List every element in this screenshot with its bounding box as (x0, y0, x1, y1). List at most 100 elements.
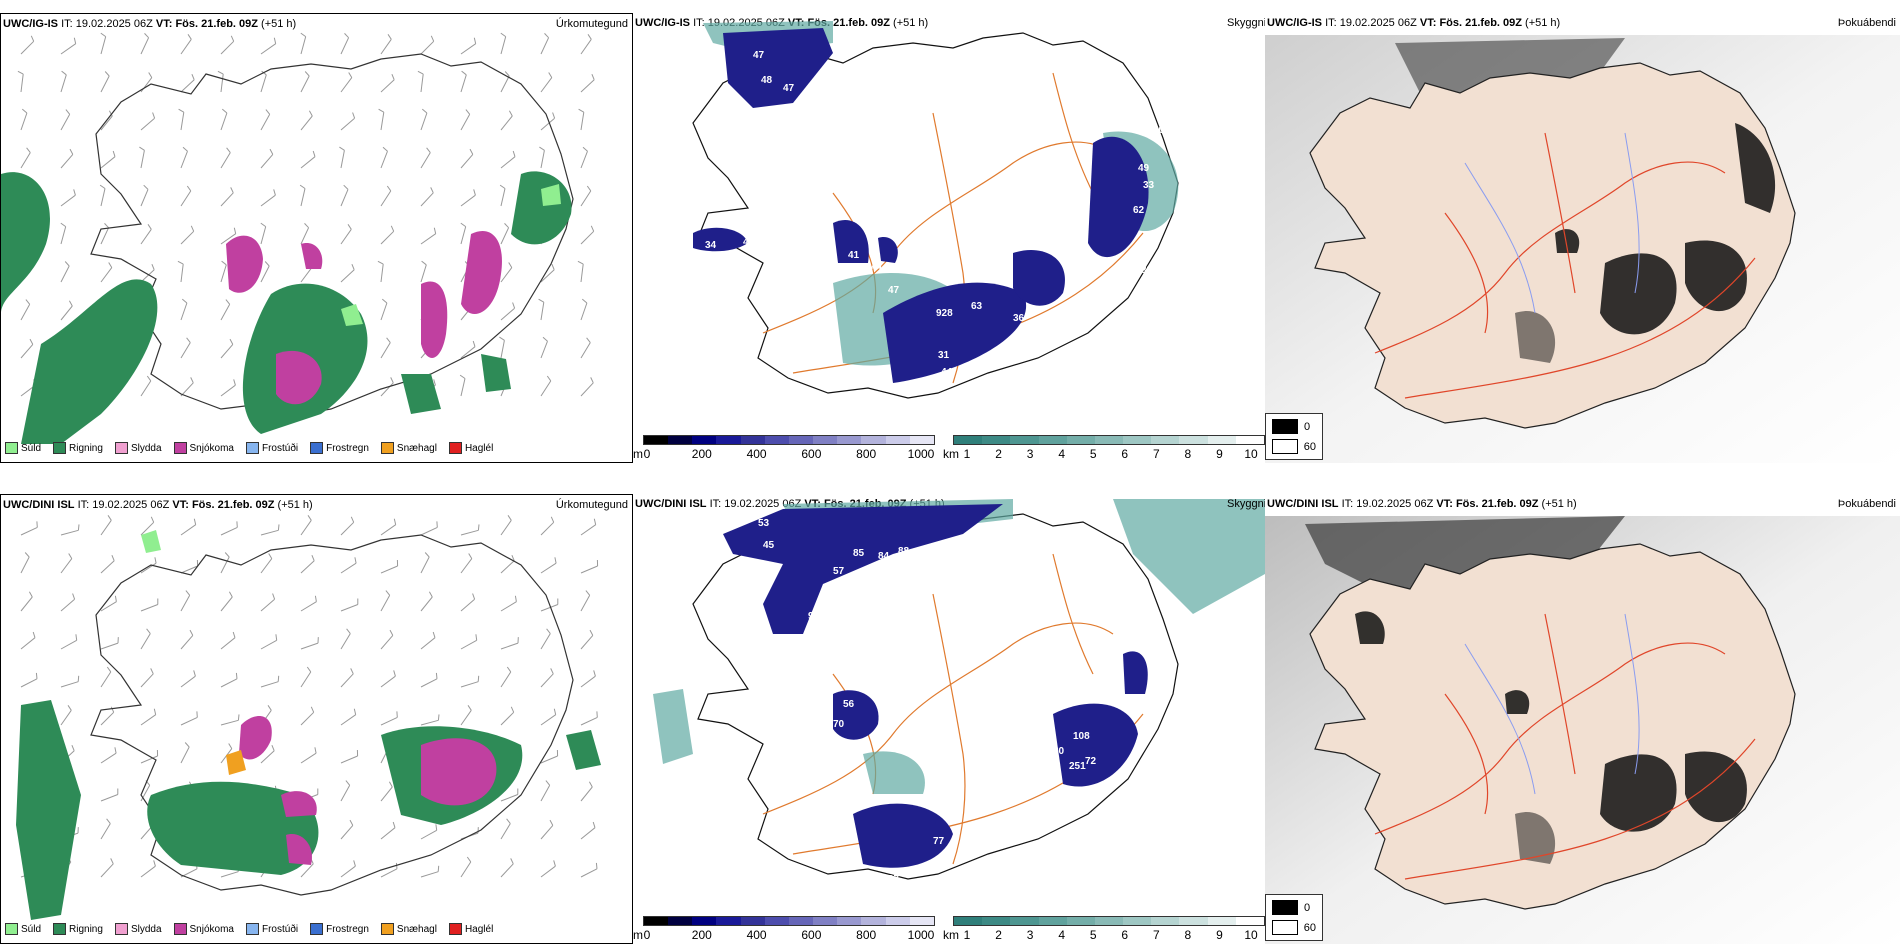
lead-time: (+51 h) (277, 499, 313, 511)
wind-barb (540, 604, 558, 612)
wind-barb-flag (417, 70, 424, 75)
precip-type-panel-dini: UWC/DINI ISL IT: 19.02.2025 06Z VT: Fös.… (0, 494, 633, 944)
ceiling-value-label: 42 (1131, 305, 1143, 316)
colorbar-segment (1207, 436, 1236, 444)
ceiling-value-label: 101 (773, 864, 790, 875)
colorbar-segment (764, 917, 789, 925)
wind-barb-flag (538, 298, 545, 303)
wind-barb-flag (437, 714, 440, 721)
wind-barb (460, 43, 476, 55)
wind-barb (460, 861, 472, 878)
colorbar-tick: 2 (995, 928, 1002, 942)
cloud-legend-row: 0 (1272, 419, 1316, 434)
wind-barb-flag (430, 187, 434, 194)
legend-item: Frostregn (310, 923, 369, 935)
wind-barb (540, 865, 556, 878)
wind-barb-flag (593, 518, 597, 525)
wind-barb (580, 786, 593, 802)
legend-label: Rigning (69, 923, 103, 935)
wind-barb (300, 36, 307, 55)
wind-barb-flag (184, 742, 190, 748)
wind-barb (340, 633, 351, 650)
wind-barb (580, 79, 595, 93)
wind-barb (500, 227, 510, 245)
wind-barb (500, 863, 514, 878)
colorbar-tick: 0 (643, 447, 651, 461)
wind-barb-flag (473, 189, 476, 196)
wind-barb-flag (71, 745, 75, 751)
ceiling-value-label: 57 (833, 566, 845, 577)
ceiling-value-label: 47 (753, 50, 765, 61)
wind-barb-flag (108, 110, 113, 117)
ceiling-value-label: 37 (1145, 290, 1157, 301)
wind-barb-flag (152, 112, 156, 119)
colorbar-scale (953, 916, 1265, 926)
wind-barb-flag (229, 338, 234, 345)
wind-barb (380, 342, 391, 359)
it-value: 19.02.2025 06Z (75, 18, 153, 30)
colorbar-segment (885, 917, 910, 925)
wind-barb (380, 302, 388, 321)
colorbar-segment (885, 436, 910, 444)
wind-barb (580, 151, 588, 169)
wind-barb (180, 595, 191, 612)
wind-barb-flag (511, 555, 515, 561)
wind-barb-flag (433, 379, 436, 386)
wind-barb (580, 39, 592, 55)
wind-barb-flag (139, 146, 145, 151)
wind-barb-flag (393, 518, 397, 525)
wind-barb (100, 115, 113, 131)
ceiling-value-label: 108 (1153, 125, 1170, 136)
wind-barb (220, 871, 239, 878)
wind-barb-flag (465, 109, 471, 115)
ceiling-value-label: 41 (848, 250, 860, 261)
legend-label: Snjókoma (189, 442, 234, 454)
fog-panel-ig: UWC/IG-IS IT: 19.02.2025 06Z VT: Fös. 21… (1265, 13, 1900, 463)
panel-title: Þokuábendi (1837, 17, 1896, 29)
wind-barb-flag (350, 668, 354, 675)
wind-barb (500, 601, 517, 612)
ceiling-visibility-panel-dini: UWC/DINI ISL IT: 19.02.2025 06Z VT: Fös.… (633, 494, 1265, 944)
colorbar-segment (1066, 917, 1095, 925)
cloud-legend-swatch (1272, 419, 1298, 434)
wind-barb-flag (186, 185, 192, 192)
ceiling-values: 103 92 53 45 85 84 88 57 55 96 56 70 66 108 80 251 72 77 7… (758, 498, 1115, 907)
wind-barb (100, 601, 117, 612)
ceiling-value-label: 44 (941, 367, 953, 378)
wind-barb (380, 786, 393, 802)
ceiling-value-label: 33 (1143, 230, 1155, 241)
wind-barb-flag (99, 184, 106, 189)
wind-barb-flag (459, 374, 466, 379)
lead-time: (+51 h) (1541, 498, 1577, 510)
wind-barb-flag (586, 185, 592, 192)
wind-barb (300, 188, 306, 207)
wind-barb (260, 114, 271, 131)
colorbar-scale (953, 435, 1265, 445)
wind-barb (60, 529, 79, 536)
ceiling-value-label: 31 (938, 350, 950, 361)
it-value: 19.02.2025 06Z (724, 498, 802, 510)
wind-barb (460, 346, 476, 359)
wind-barb-flag (28, 591, 33, 598)
ceiling-value-label: 85 (963, 410, 975, 421)
cloud-legend: 0 60 (1265, 413, 1323, 460)
wind-barb (60, 305, 73, 321)
ceiling-fields (693, 28, 1149, 383)
wind-barb-flag (553, 708, 557, 715)
colorbar-segment (692, 917, 717, 925)
colorbar-segment (1151, 917, 1180, 925)
legend-swatch (448, 442, 462, 454)
wind-barb (340, 77, 353, 93)
cloud-legend-swatch (1272, 920, 1298, 935)
wind-barb (580, 595, 591, 612)
wind-barb (540, 37, 550, 55)
wind-barb-flag (232, 631, 236, 638)
colorbar-tick: 1000 (907, 447, 935, 461)
legend-item: Súld (5, 923, 41, 935)
wind-barb-flag (233, 227, 237, 234)
iceland-land (1309, 62, 1796, 429)
wind-barb-flag (64, 261, 70, 267)
wind-barb (540, 673, 554, 688)
wind-barb-flag (582, 146, 588, 152)
wind-barb (340, 825, 354, 840)
